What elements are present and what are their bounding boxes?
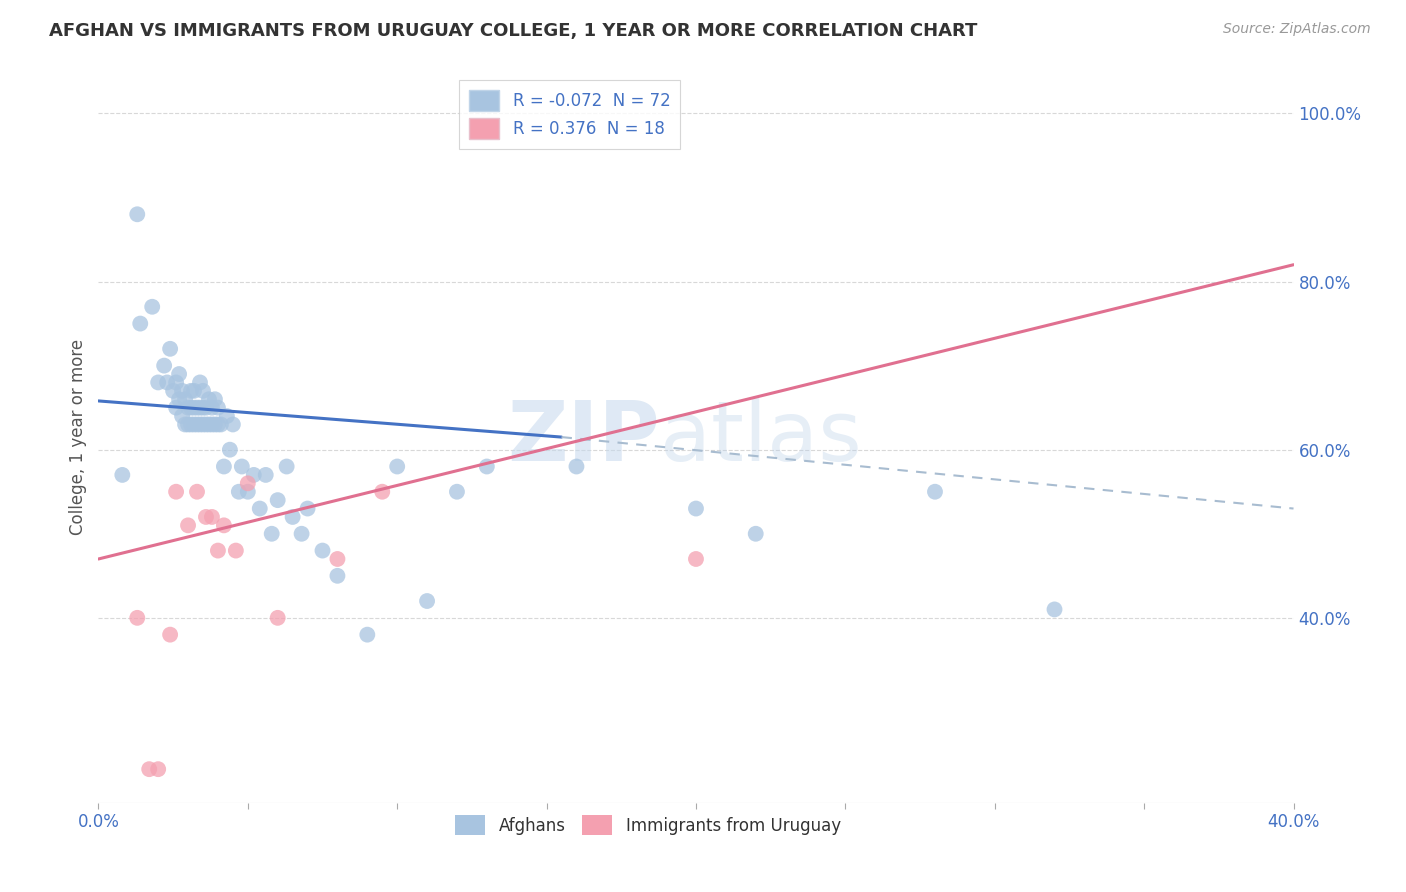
Point — [207, 417, 229, 432]
Point — [267, 611, 290, 625]
Point — [165, 484, 187, 499]
Point — [326, 552, 349, 566]
Point — [212, 459, 235, 474]
Point — [243, 467, 266, 482]
Point — [222, 417, 245, 432]
Point — [138, 762, 160, 776]
Text: AFGHAN VS IMMIGRANTS FROM URUGUAY COLLEGE, 1 YEAR OR MORE CORRELATION CHART: AFGHAN VS IMMIGRANTS FROM URUGUAY COLLEG… — [49, 22, 977, 40]
Point — [141, 300, 163, 314]
Point — [201, 401, 224, 415]
Point — [249, 501, 271, 516]
Point — [198, 392, 221, 407]
Point — [188, 401, 211, 415]
Point — [207, 543, 229, 558]
Point — [172, 384, 194, 398]
Point — [177, 518, 200, 533]
Point — [565, 459, 588, 474]
Point — [201, 417, 224, 432]
Point — [195, 510, 218, 524]
Point — [186, 401, 208, 415]
Point — [219, 442, 242, 457]
Point — [148, 762, 170, 776]
Point — [172, 409, 194, 423]
Point — [236, 476, 259, 491]
Point — [231, 459, 253, 474]
Point — [153, 359, 176, 373]
Point — [685, 501, 707, 516]
Point — [174, 392, 197, 407]
Legend: Afghans, Immigrants from Uruguay: Afghans, Immigrants from Uruguay — [449, 808, 848, 842]
Point — [167, 392, 190, 407]
Point — [385, 459, 409, 474]
Point — [183, 384, 205, 398]
Point — [225, 543, 247, 558]
Point — [745, 526, 768, 541]
Point — [198, 417, 221, 432]
Point — [276, 459, 298, 474]
Point — [311, 543, 333, 558]
Point — [204, 417, 226, 432]
Point — [186, 417, 208, 432]
Point — [159, 342, 181, 356]
Point — [212, 518, 235, 533]
Point — [260, 526, 283, 541]
Point — [188, 376, 211, 390]
Point — [446, 484, 468, 499]
Point — [924, 484, 946, 499]
Point — [1043, 602, 1066, 616]
Point — [475, 459, 498, 474]
Point — [195, 417, 218, 432]
Point — [183, 417, 205, 432]
Point — [267, 493, 290, 508]
Point — [254, 467, 277, 482]
Point — [159, 627, 181, 641]
Y-axis label: College, 1 year or more: College, 1 year or more — [69, 339, 87, 535]
Point — [162, 384, 184, 398]
Point — [177, 401, 200, 415]
Point — [127, 207, 149, 221]
Point — [209, 417, 232, 432]
Point — [356, 627, 378, 641]
Point — [201, 510, 224, 524]
Point — [188, 417, 211, 432]
Point — [236, 484, 259, 499]
Point — [416, 594, 439, 608]
Point — [215, 409, 238, 423]
Text: atlas: atlas — [661, 397, 862, 477]
Point — [167, 367, 190, 381]
Point — [111, 467, 134, 482]
Point — [204, 392, 226, 407]
Point — [685, 552, 707, 566]
Point — [180, 401, 202, 415]
Point — [180, 417, 202, 432]
Point — [191, 401, 214, 415]
Point — [228, 484, 250, 499]
Point — [191, 417, 214, 432]
Point — [165, 376, 187, 390]
Text: Source: ZipAtlas.com: Source: ZipAtlas.com — [1223, 22, 1371, 37]
Point — [129, 317, 152, 331]
Point — [180, 384, 202, 398]
Point — [291, 526, 314, 541]
Point — [174, 417, 197, 432]
Point — [183, 401, 205, 415]
Point — [281, 510, 304, 524]
Point — [297, 501, 319, 516]
Point — [156, 376, 179, 390]
Point — [186, 484, 208, 499]
Point — [326, 569, 349, 583]
Point — [371, 484, 394, 499]
Point — [207, 401, 229, 415]
Point — [191, 384, 214, 398]
Point — [127, 611, 149, 625]
Point — [165, 401, 187, 415]
Point — [195, 401, 218, 415]
Point — [148, 376, 170, 390]
Point — [177, 417, 200, 432]
Text: ZIP: ZIP — [508, 397, 661, 477]
